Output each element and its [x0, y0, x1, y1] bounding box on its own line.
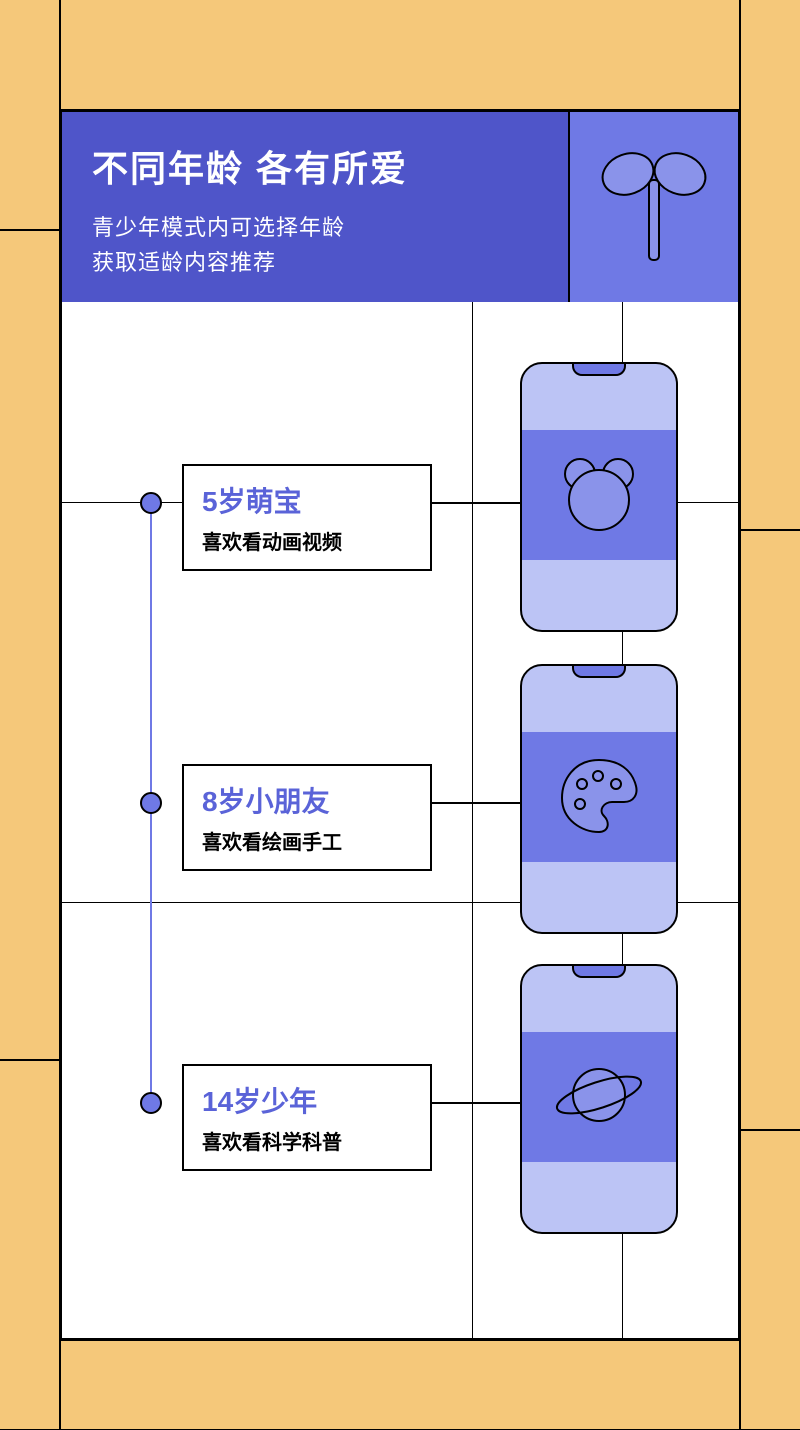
phone-band	[522, 1032, 676, 1162]
timeline-dot	[140, 492, 162, 514]
bg-tile	[740, 0, 800, 530]
header-title: 不同年龄 各有所爱	[92, 140, 538, 192]
timeline-dot	[140, 1092, 162, 1114]
age-card-title: 5岁萌宝	[202, 480, 412, 520]
bg-tile	[740, 530, 800, 1130]
age-card: 8岁小朋友喜欢看绘画手工	[182, 764, 432, 871]
bear-icon	[554, 448, 644, 543]
row-connector	[432, 1102, 522, 1104]
planet-icon	[554, 1050, 644, 1145]
age-card-subtitle: 喜欢看科学科普	[202, 1126, 412, 1155]
phone-band	[522, 430, 676, 560]
age-card: 14岁少年喜欢看科学科普	[182, 1064, 432, 1171]
bg-tile	[60, 0, 740, 110]
header-subtitle: 青少年模式内可选择年龄 获取适龄内容推荐	[92, 210, 538, 280]
row-connector	[432, 502, 522, 504]
age-card-subtitle: 喜欢看动画视频	[202, 526, 412, 555]
palette-icon	[554, 750, 644, 845]
timeline-dot	[140, 792, 162, 814]
header-subtitle-line2: 获取适龄内容推荐	[92, 245, 538, 280]
phone-notch	[572, 666, 626, 678]
bg-tile	[0, 0, 60, 230]
phone-notch	[572, 364, 626, 376]
sprout-icon	[594, 142, 714, 272]
bg-tile	[740, 1130, 800, 1430]
header-subtitle-line1: 青少年模式内可选择年龄	[92, 210, 538, 245]
header-icon-box	[568, 112, 738, 302]
phone-card	[520, 964, 678, 1234]
phone-card	[520, 362, 678, 632]
header-main: 不同年龄 各有所爱 青少年模式内可选择年龄 获取适龄内容推荐	[62, 112, 568, 302]
phone-band	[522, 732, 676, 862]
bg-tile	[60, 1340, 740, 1430]
bg-tile	[0, 230, 60, 1060]
age-card-title: 14岁少年	[202, 1080, 412, 1120]
phone-notch	[572, 966, 626, 978]
age-card-subtitle: 喜欢看绘画手工	[202, 826, 412, 855]
age-card-title: 8岁小朋友	[202, 780, 412, 820]
phone-card	[520, 664, 678, 934]
age-card: 5岁萌宝喜欢看动画视频	[182, 464, 432, 571]
bg-tile	[0, 1060, 60, 1430]
timeline: 5岁萌宝喜欢看动画视频 8岁小朋友喜欢看绘画手工 14岁少年喜欢看科学科普	[62, 302, 738, 1338]
panel-header: 不同年龄 各有所爱 青少年模式内可选择年龄 获取适龄内容推荐	[62, 112, 738, 302]
main-panel: 不同年龄 各有所爱 青少年模式内可选择年龄 获取适龄内容推荐 5岁萌宝喜欢看动画…	[60, 110, 740, 1340]
row-connector	[432, 802, 522, 804]
